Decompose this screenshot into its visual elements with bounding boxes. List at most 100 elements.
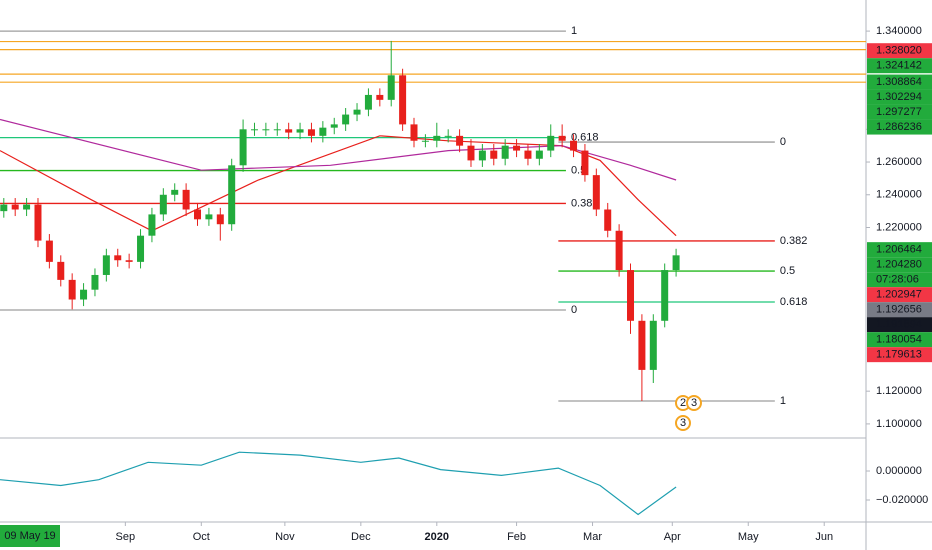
price-tag-label: 1.204280 (876, 259, 922, 271)
y-tick-label: 1.220000 (876, 221, 922, 233)
candle-body (513, 145, 521, 151)
y-tick-label: 1.240000 (876, 189, 922, 201)
candle-body (330, 124, 338, 128)
candle-body (627, 270, 635, 321)
candle-body (490, 150, 498, 159)
price-tag-label: 1.324142 (876, 60, 922, 72)
candle-body (661, 270, 669, 321)
price-tag-label: 1.179613 (876, 349, 922, 361)
candle-body (467, 145, 475, 161)
candle-body (148, 214, 156, 236)
price-tag-label: 07:28:06 (876, 274, 919, 286)
candle-body (638, 320, 646, 370)
candle-body (353, 109, 361, 115)
event-badge (675, 415, 691, 431)
event-badge-label: 2 (680, 397, 686, 409)
candle-body (57, 261, 65, 280)
x-tick-label: Oct (193, 531, 210, 543)
fib-label: 1 (780, 395, 786, 407)
price-tag (867, 43, 932, 59)
fib-label: 0 (571, 304, 577, 316)
candle-body (296, 129, 304, 133)
candle-body (159, 194, 167, 215)
price-tag (867, 119, 932, 135)
candle-body (285, 129, 293, 133)
candle-body (228, 165, 236, 225)
candle-body (456, 135, 464, 146)
x-tick-label: Dec (351, 531, 371, 543)
start-label: 09 May 19 (4, 530, 55, 542)
price-tag-label: 1.286236 (876, 121, 922, 133)
candle-body (444, 135, 452, 137)
price-tag (867, 257, 932, 273)
fib-label: 1 (571, 25, 577, 37)
candle-body (34, 204, 42, 241)
price-tag-label: 1.191894 (876, 319, 922, 331)
candle-body (250, 129, 258, 131)
x-tick-label: Nov (275, 531, 295, 543)
candle-body (615, 230, 623, 271)
fib-label: 0.618 (571, 132, 599, 144)
candle-body (524, 150, 532, 159)
candle-body (125, 260, 133, 262)
candle-body (273, 129, 281, 131)
x-tick-label: 2020 (425, 531, 449, 543)
moving-average (0, 118, 677, 181)
x-tick-label: Sep (116, 531, 136, 543)
price-tag-label: 1.192656 (876, 304, 922, 316)
candle-body (216, 214, 224, 225)
plot: 10.6180.50.382000.3820.50.61810.000000−0… (0, 25, 932, 547)
candle-body (570, 140, 578, 151)
oscillator-tick-label: −0.020000 (876, 494, 928, 506)
fib-label: 0.5 (780, 265, 795, 277)
price-tag-label: 1.206464 (876, 244, 922, 256)
y-tick-label: 1.340000 (876, 25, 922, 37)
candle-body (501, 145, 509, 159)
oscillator-line (0, 451, 677, 516)
price-tag-label: 1.302294 (876, 91, 922, 103)
candle-body (319, 127, 327, 136)
candle-body (364, 94, 372, 110)
x-tick-label: Apr (664, 531, 681, 543)
price-tag (867, 287, 932, 303)
candle-body (114, 255, 122, 261)
price-tag-label: 1.180054 (876, 334, 922, 346)
event-badge (686, 395, 702, 411)
price-tag (867, 104, 932, 120)
candle-body (239, 129, 247, 166)
x-tick-label: Feb (507, 531, 526, 543)
price-tag (867, 242, 932, 258)
candle-body (194, 209, 202, 220)
candle-body (102, 255, 110, 275)
candle-body (45, 240, 53, 262)
oscillator-tick-label: 0.000000 (876, 465, 922, 477)
x-tick-label: May (738, 531, 759, 543)
candle-body (171, 189, 179, 195)
price-tag (867, 332, 932, 348)
candle-body (137, 235, 145, 262)
y-tick-label: 1.260000 (876, 156, 922, 168)
candle-body (23, 204, 31, 210)
candle-body (558, 135, 566, 141)
candle-body (91, 274, 99, 290)
candle-body (547, 135, 555, 151)
candle-body (399, 75, 407, 125)
candle-body (387, 75, 395, 100)
price-tag-label: 1.328020 (876, 45, 922, 57)
price-tag (867, 317, 932, 333)
price-tag-label: 1.297277 (876, 106, 922, 118)
candle-body (421, 140, 429, 142)
candle-body (182, 189, 190, 210)
fib-label: 0.382 (780, 235, 808, 247)
candle-body (535, 150, 543, 159)
event-badge-label: 3 (680, 417, 686, 429)
fib-label: 0 (780, 136, 786, 148)
price-tag-label: 1.202947 (876, 289, 922, 301)
candle-body (433, 135, 441, 141)
y-tick-label: 1.120000 (876, 385, 922, 397)
x-tick-label: Mar (583, 531, 602, 543)
candle-body (262, 129, 270, 131)
start-label-box (0, 525, 60, 547)
candle-body (604, 209, 612, 231)
